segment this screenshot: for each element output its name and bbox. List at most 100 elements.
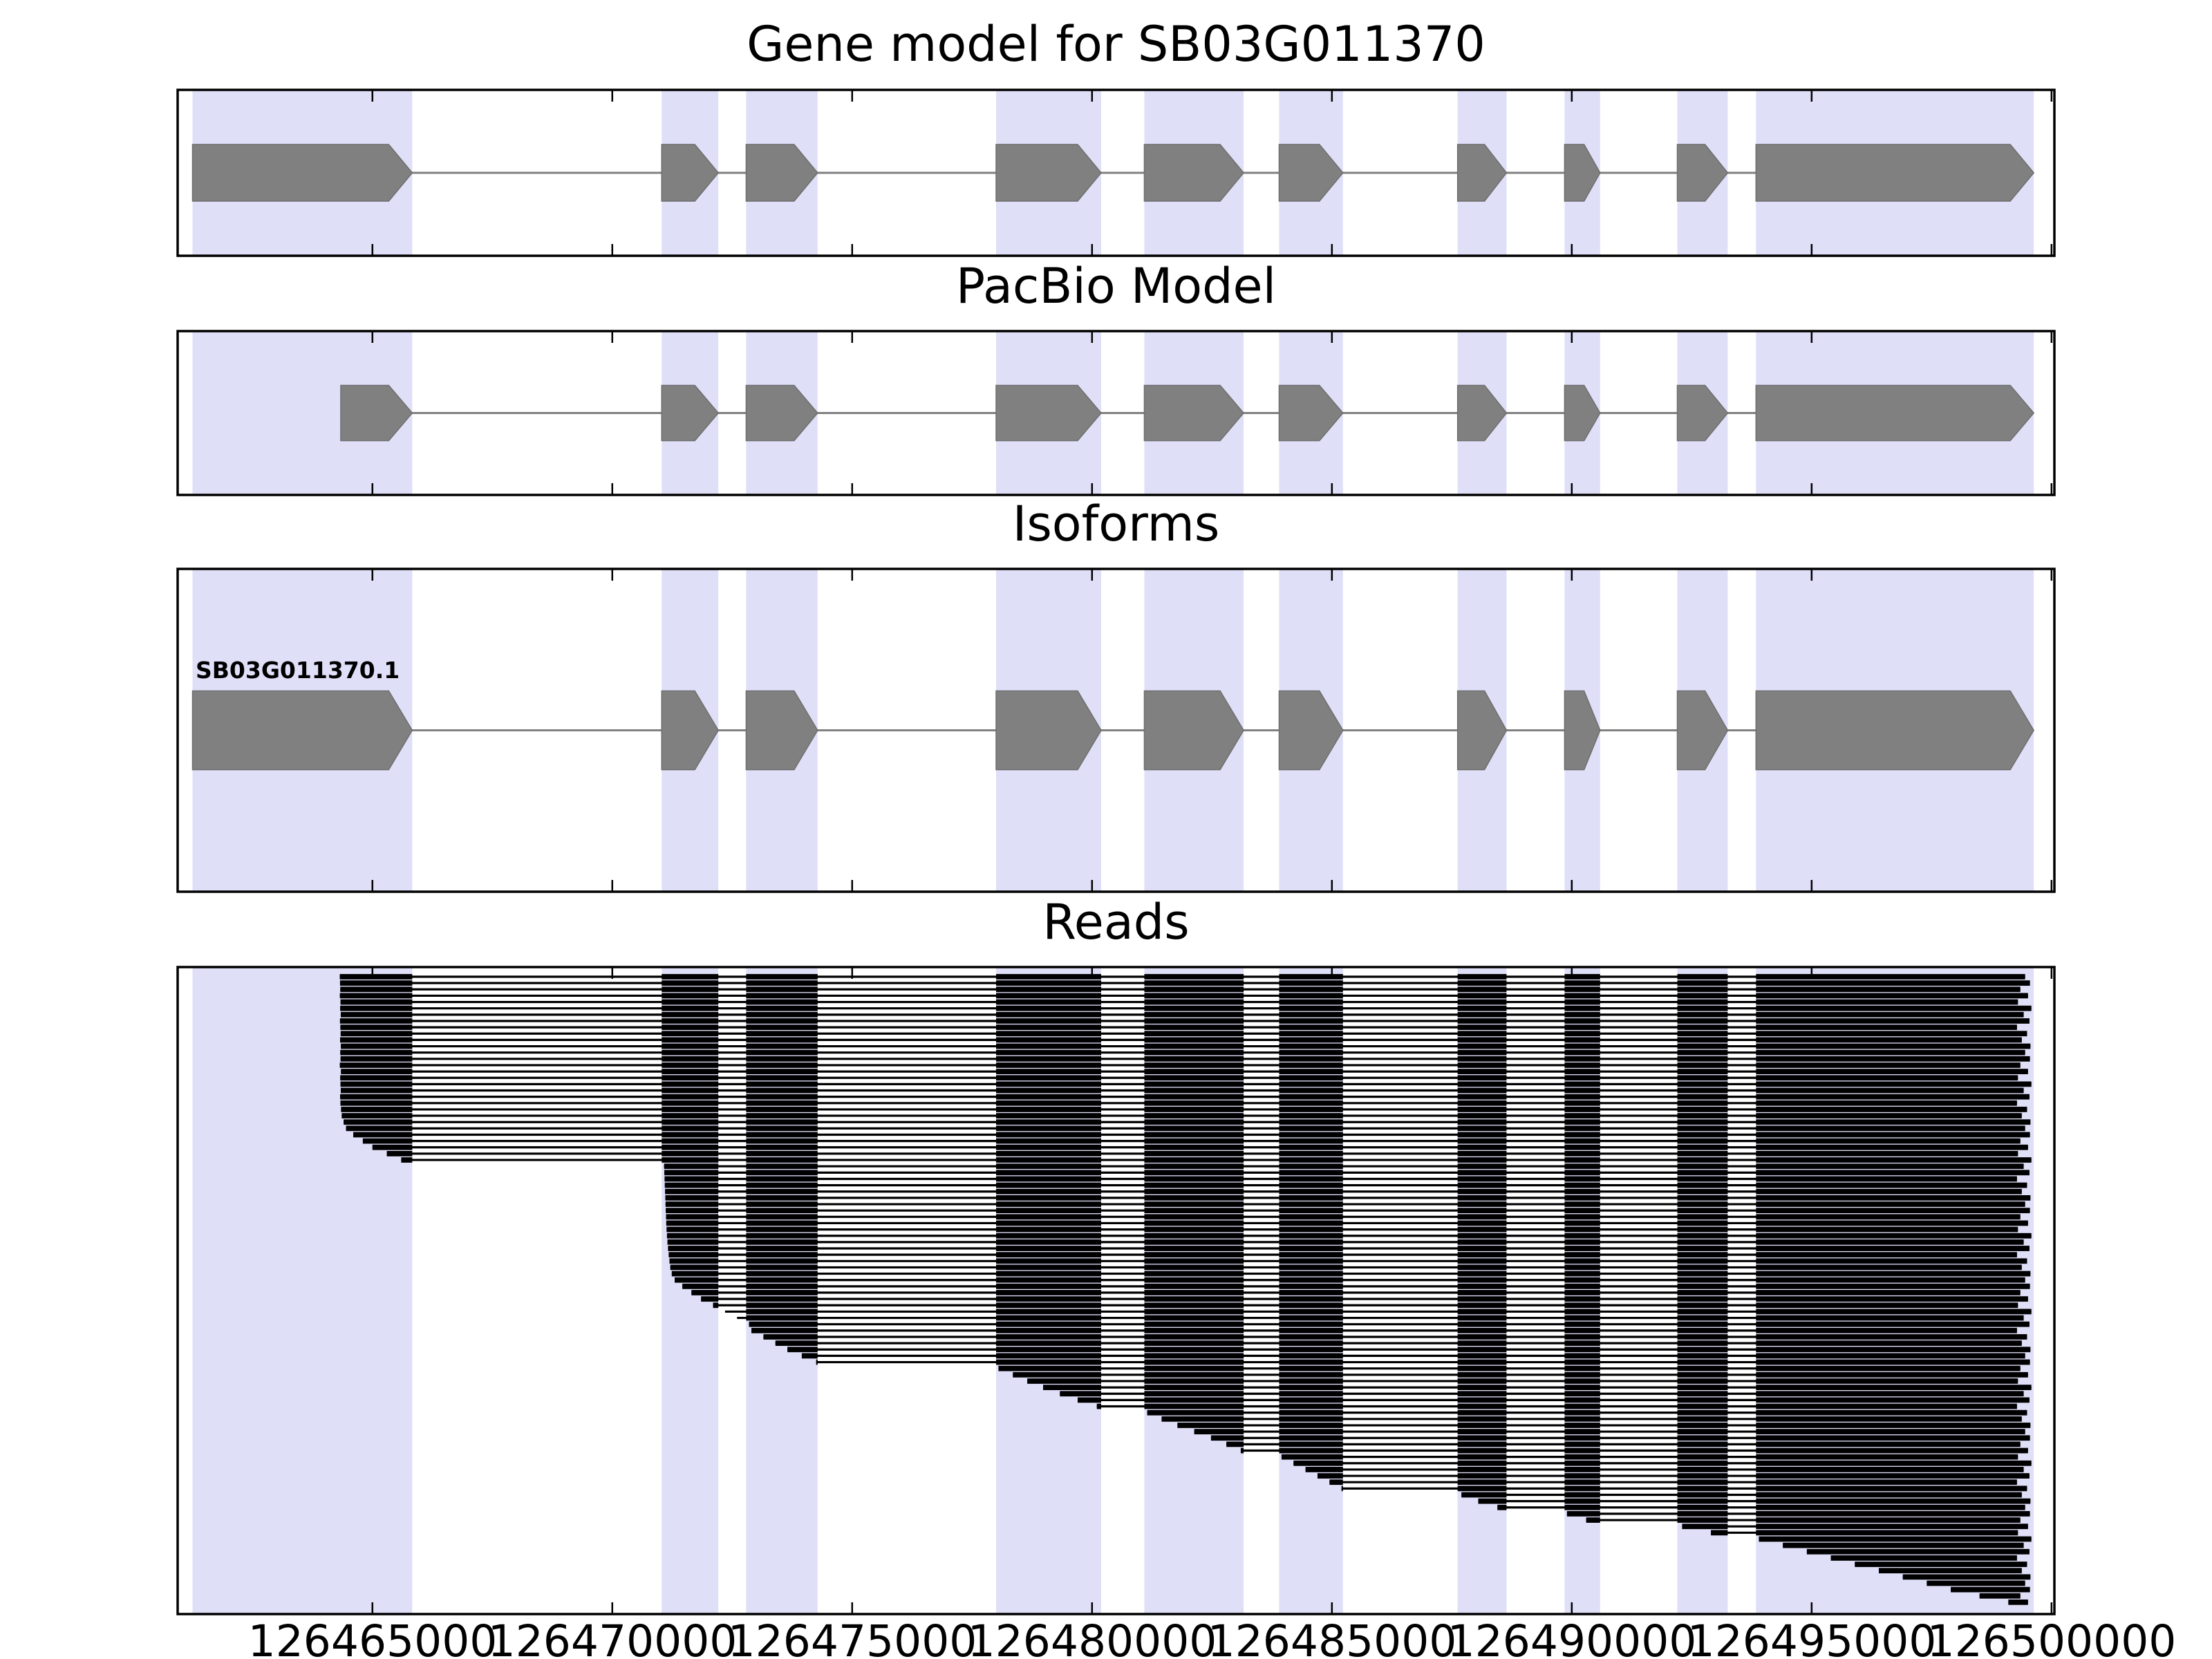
read-exon-block — [1756, 1031, 2027, 1037]
read-exon-block — [1457, 1416, 1507, 1422]
read-exon-block — [1457, 1182, 1507, 1188]
read-exon-block — [1677, 1151, 1728, 1156]
panel-border — [176, 330, 2056, 496]
read-exon-block — [341, 1107, 413, 1112]
read-exon-block — [1927, 1580, 2025, 1586]
read-exon-block — [1677, 1460, 1728, 1466]
read-exon-block — [1677, 1315, 1728, 1321]
read-exon-block — [1756, 1473, 2030, 1479]
read-exon-block — [746, 1214, 818, 1220]
read-exon-block — [1457, 1429, 1507, 1434]
read-exon-block — [1677, 1385, 1728, 1390]
read-exon-block — [1677, 1037, 1728, 1043]
read-exon-block — [1279, 1024, 1343, 1031]
read-exon-block — [1279, 1309, 1343, 1315]
read-exon-block — [1564, 1037, 1600, 1043]
read-exon-block — [1677, 1107, 1728, 1112]
read-exon-block — [1756, 1334, 2027, 1340]
read-exon-block — [1564, 1423, 1600, 1428]
read-exon-block — [1457, 1409, 1507, 1416]
read-exon-block — [341, 1043, 413, 1049]
read-exon-block — [1677, 1005, 1728, 1011]
read-exon-block — [1756, 1056, 2030, 1062]
read-exon-block — [995, 1056, 1101, 1062]
read-exon-block — [662, 1132, 719, 1138]
read-exon-block — [746, 1277, 818, 1283]
read-exon-block — [1279, 1365, 1343, 1371]
read-exon-block — [1144, 1132, 1244, 1138]
read-exon-block — [995, 1353, 1101, 1359]
read-exon-block — [1279, 1214, 1343, 1220]
read-exon-block — [1756, 1359, 2030, 1365]
read-exon-block — [1457, 1435, 1507, 1441]
read-exon-block — [995, 1188, 1101, 1194]
read-exon-block — [1144, 1365, 1244, 1371]
read-exon-block — [1457, 1170, 1507, 1176]
read-exon-block — [746, 1157, 818, 1163]
read-exon-block — [1457, 1226, 1507, 1232]
read-exon-block — [1756, 1409, 2027, 1416]
read-exon-block — [1144, 1334, 1244, 1340]
read-exon-block — [1677, 1485, 1728, 1492]
read-exon-block — [682, 1283, 719, 1289]
exon-shape — [1564, 144, 1601, 202]
read-exon-block — [1457, 980, 1507, 986]
read-exon-block — [340, 1049, 413, 1056]
read-exon-block — [1564, 1208, 1600, 1214]
read-exon-block — [1457, 1290, 1507, 1295]
read-exon-block — [1677, 1163, 1728, 1170]
read-exon-block — [801, 1353, 818, 1359]
read-exon-block — [995, 1214, 1101, 1220]
read-exon-block — [662, 1151, 719, 1156]
read-exon-block — [1677, 1011, 1728, 1018]
read-exon-block — [1279, 1232, 1343, 1239]
read-exon-block — [1756, 1397, 2030, 1403]
read-exon-block — [746, 1264, 818, 1271]
read-exon-block — [1756, 1075, 2018, 1081]
read-exon-block — [995, 1037, 1101, 1043]
read-exon-block — [1756, 1447, 2028, 1454]
read-exon-block — [1279, 1290, 1343, 1295]
read-exon-block — [995, 1321, 1101, 1327]
read-exon-block — [1144, 1087, 1244, 1094]
read-exon-block — [1144, 1220, 1244, 1226]
read-exon-block — [746, 1271, 818, 1277]
read-exon-block — [995, 1315, 1101, 1321]
read-exon-block — [1279, 1385, 1343, 1390]
panel-title-isoforms: Isoforms — [1012, 496, 1220, 552]
read-exon-block — [666, 1232, 719, 1239]
read-exon-block — [1756, 1144, 2028, 1150]
exon-shape — [1676, 144, 1729, 202]
read-exon-block — [1279, 1239, 1343, 1245]
read-exon-block — [1756, 1138, 2021, 1144]
read-exon-block — [340, 1031, 413, 1037]
read-exon-block — [1564, 1371, 1600, 1378]
read-exon-block — [1677, 1296, 1728, 1302]
exon-shape — [340, 384, 413, 442]
read-exon-block — [1564, 1125, 1600, 1132]
read-exon-block — [1457, 1056, 1507, 1062]
read-exon-block — [1144, 1397, 1244, 1403]
read-exon-block — [1756, 1283, 2030, 1289]
read-exon-block — [1756, 1151, 2018, 1156]
read-exon-block — [1564, 1290, 1600, 1295]
read-exon-block — [1279, 1094, 1343, 1100]
read-exon-block — [1144, 1170, 1244, 1176]
read-exon-block — [1144, 1201, 1244, 1207]
read-exon-block — [746, 1246, 818, 1251]
read-exon-block — [662, 1081, 719, 1087]
read-exon-block — [1457, 1069, 1507, 1074]
read-exon-block — [1564, 1365, 1600, 1371]
read-exon-block — [1564, 1258, 1600, 1264]
read-exon-block — [995, 1163, 1101, 1170]
read-exon-block — [1457, 1132, 1507, 1138]
read-exon-block — [1457, 1138, 1507, 1144]
read-exon-block — [1457, 1371, 1507, 1378]
read-exon-block — [1564, 986, 1600, 993]
read-exon-block — [1677, 1043, 1728, 1049]
read-exon-block — [749, 1321, 818, 1327]
read-exon-block — [1341, 1485, 1343, 1492]
read-exon-block — [667, 1239, 719, 1245]
read-exon-block — [1279, 1195, 1343, 1201]
read-exon-block — [1279, 1264, 1343, 1271]
